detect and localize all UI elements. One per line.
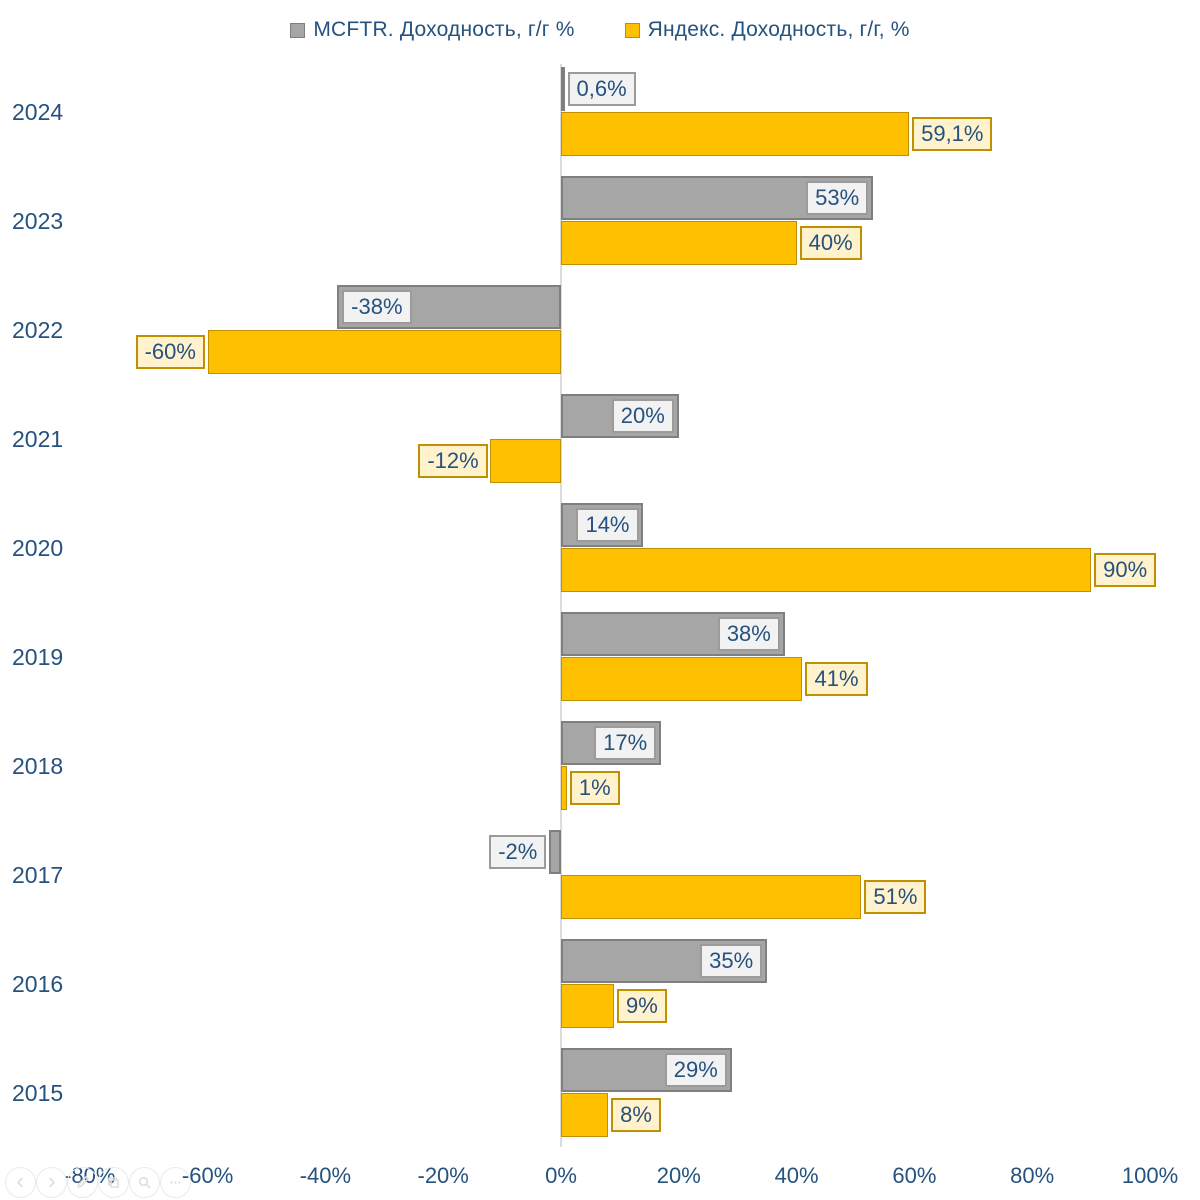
mcftr-value-label-2018: 17% — [594, 726, 657, 760]
yandex-value-label-2024: 59,1% — [912, 117, 993, 151]
mcftr-value-label-2024: 0,6% — [567, 72, 636, 106]
yandex-bar-2018[interactable] — [561, 766, 567, 810]
category-label-2018: 2018 — [12, 753, 64, 779]
category-label-2022: 2022 — [12, 317, 64, 343]
category-label-2017: 2017 — [12, 862, 64, 888]
mcftr-swatch-icon — [290, 22, 306, 38]
category-label-2024: 2024 — [12, 99, 64, 125]
mcftr-value-label-2020: 14% — [576, 508, 639, 542]
yandex-value-label-2019: 41% — [805, 662, 868, 696]
zero-axis-line — [560, 64, 562, 1147]
yandex-value-label-2020: 90% — [1094, 553, 1157, 587]
prev-icon[interactable] — [5, 1167, 36, 1198]
yandex-bar-2017[interactable] — [561, 875, 862, 919]
x-tick--20: -20% — [417, 1163, 469, 1188]
category-label-2021: 2021 — [12, 426, 64, 452]
yandex-value-label-2021: -12% — [418, 444, 488, 478]
yandex-value-label-2023: 40% — [799, 226, 862, 260]
category-label-2020: 2020 — [12, 535, 64, 561]
mcftr-value-label-2017: -2% — [489, 835, 547, 869]
yandex-bar-2016[interactable] — [561, 984, 614, 1028]
x-tick-20: 20% — [656, 1163, 701, 1188]
yandex-bar-2015[interactable] — [561, 1093, 609, 1137]
yandex-value-label-2018: 1% — [569, 771, 620, 805]
x-tick-60: 60% — [892, 1163, 937, 1188]
mcftr-value-label-2021: 20% — [611, 399, 674, 433]
legend-label-yandex: Яндекс. Доходность, г/г, % — [647, 18, 910, 41]
yandex-value-label-2016: 9% — [617, 989, 667, 1023]
x-tick--40: -40% — [299, 1163, 352, 1188]
zoom-icon[interactable] — [129, 1167, 160, 1198]
copy-icon[interactable] — [98, 1167, 129, 1198]
more-icon[interactable] — [160, 1167, 191, 1198]
x-tick-0: 0% — [545, 1163, 577, 1188]
legend-label-mcftr: MCFTR. Доходность, г/г % — [313, 18, 575, 41]
yandex-bar-2022[interactable] — [207, 330, 561, 374]
mcftr-bar-2024[interactable] — [561, 67, 565, 111]
mcftr-bar-2017[interactable] — [549, 830, 561, 874]
yandex-swatch-icon — [624, 22, 640, 38]
yandex-bar-2020[interactable] — [561, 548, 1092, 592]
legend-item-mcftr[interactable]: MCFTR. Доходность, г/г % — [290, 18, 574, 42]
category-label-2023: 2023 — [12, 208, 64, 234]
x-tick-80: 80% — [1010, 1163, 1055, 1188]
edit-icon[interactable] — [67, 1167, 98, 1198]
yandex-bar-2021[interactable] — [490, 439, 561, 483]
next-icon[interactable] — [36, 1167, 67, 1198]
legend-item-yandex[interactable]: Яндекс. Доходность, г/г, % — [624, 18, 910, 42]
yandex-bar-2024[interactable] — [561, 112, 910, 156]
mcftr-value-label-2015: 29% — [664, 1053, 727, 1087]
yandex-value-label-2017: 51% — [864, 880, 927, 914]
yandex-value-label-2015: 8% — [611, 1098, 661, 1132]
legend: MCFTR. Доходность, г/г % Яндекс. Доходно… — [0, 12, 1200, 48]
mcftr-value-label-2022: -38% — [342, 290, 412, 324]
mcftr-value-label-2016: 35% — [700, 944, 763, 978]
category-label-2015: 2015 — [12, 1080, 64, 1106]
x-tick-40: 40% — [774, 1163, 819, 1188]
mcftr-value-label-2023: 53% — [806, 181, 869, 215]
yandex-bar-2023[interactable] — [561, 221, 797, 265]
yandex-bar-2019[interactable] — [561, 657, 803, 701]
mcftr-value-label-2019: 38% — [717, 617, 780, 651]
x-tick-100: 100% — [1121, 1163, 1179, 1188]
yandex-value-label-2022: -60% — [135, 335, 205, 369]
category-label-2019: 2019 — [12, 644, 64, 670]
category-label-2016: 2016 — [12, 971, 64, 997]
